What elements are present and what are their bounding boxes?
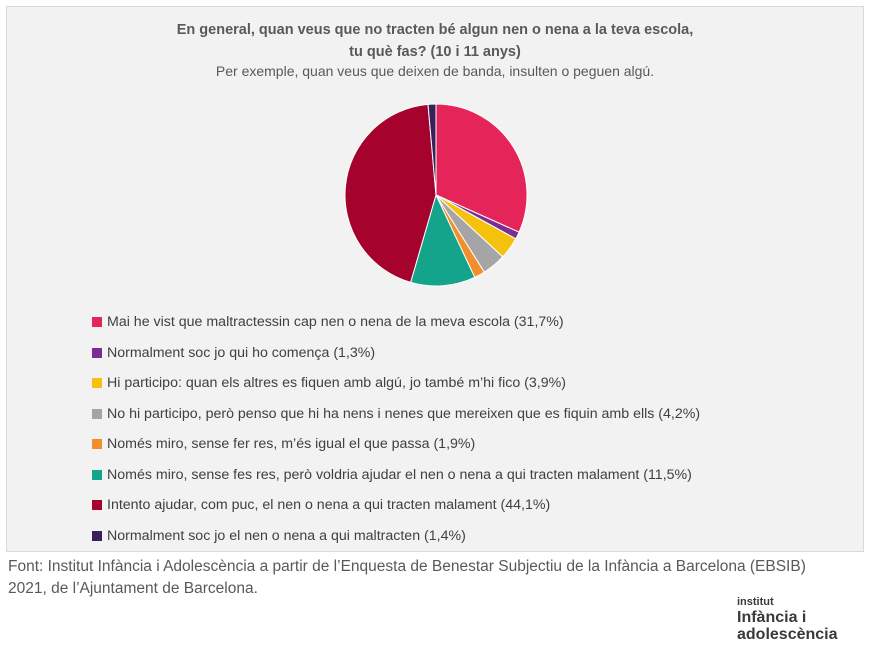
source-note: Font: Institut Infància i Adolescència a… [8, 558, 806, 597]
logo-line1: institut [737, 596, 774, 608]
legend-swatch-8 [92, 530, 102, 541]
legend-item-4: No hi participo, però penso que hi ha ne… [92, 399, 700, 430]
legend-swatch-7 [92, 500, 102, 511]
legend-item-7: Intento ajudar, com puc, el nen o nena a… [92, 490, 700, 521]
legend-label-2: Normalment soc jo qui ho comença (1,3%) [107, 344, 376, 361]
legend-item-3: Hi participo: quan els altres es fiquen … [92, 368, 700, 399]
chart-title: En general, quan veus que no tracten bé … [7, 19, 863, 63]
pie-slice-7 [344, 103, 437, 284]
legend-label-6: Només miro, sense fes res, però voldria … [107, 466, 692, 483]
legend-swatch-4 [92, 408, 102, 419]
legend-item-5: Només miro, sense fer res, m’és igual el… [92, 429, 700, 460]
pie-slice-1 [435, 103, 528, 233]
legend-label-3: Hi participo: quan els altres es fiquen … [107, 375, 566, 392]
pie-chart [344, 103, 528, 287]
chart-panel: En general, quan veus que no tracten bé … [6, 6, 864, 552]
legend-item-2: Normalment soc jo qui ho comença (1,3%) [92, 338, 700, 369]
legend-item-8: Normalment soc jo el nen o nena a qui ma… [92, 521, 700, 552]
chart-title-line1: En general, quan veus que no tracten bé … [176, 22, 694, 38]
legend-label-4: No hi participo, però penso que hi ha ne… [107, 405, 701, 422]
chart-title-line2: tu què fas? (10 i 11 anys) [349, 44, 521, 60]
legend-swatch-2 [92, 347, 102, 358]
pie-slice-6 [409, 193, 476, 287]
legend-label-8: Normalment soc jo el nen o nena a qui ma… [107, 527, 466, 544]
institute-logo: institut Infància i adolescència [737, 597, 862, 643]
chart-legend: Mai he vist que maltractessin cap nen o … [92, 307, 700, 551]
legend-swatch-5 [92, 439, 102, 450]
legend-label-5: Només miro, sense fer res, m’és igual el… [107, 436, 476, 453]
legend-swatch-3 [92, 378, 102, 389]
legend-item-1: Mai he vist que maltractessin cap nen o … [92, 307, 700, 338]
legend-swatch-1 [92, 317, 102, 328]
legend-label-7: Intento ajudar, com puc, el nen o nena a… [107, 497, 551, 514]
legend-swatch-6 [92, 469, 102, 480]
chart-subtitle: Per exemple, quan veus que deixen de ban… [215, 63, 655, 79]
legend-label-1: Mai he vist que maltractessin cap nen o … [107, 314, 564, 331]
logo-line2: Infància i [737, 609, 807, 626]
legend-item-6: Només miro, sense fes res, però voldria … [92, 460, 700, 491]
pie-slice-8 [427, 103, 437, 196]
logo-line3: adolescència [737, 626, 838, 643]
